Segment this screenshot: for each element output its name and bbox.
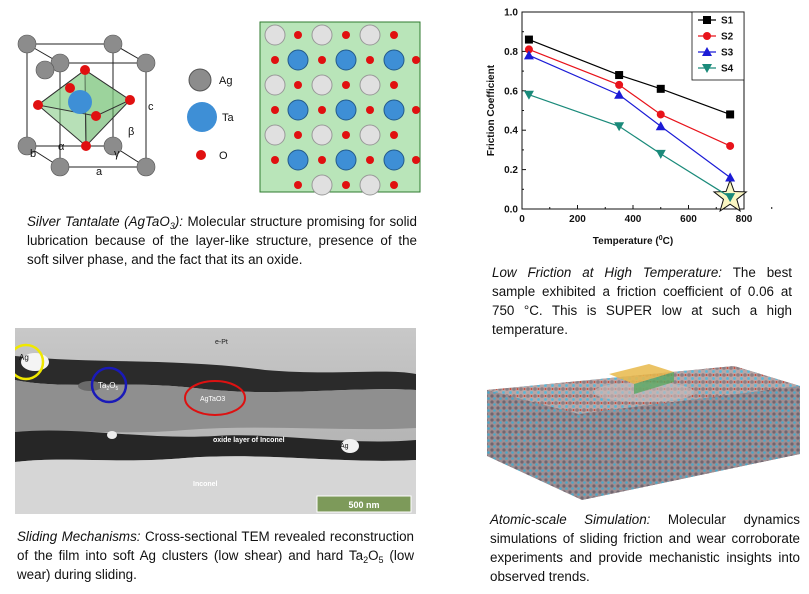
tem-caption-text-end: (low wear) during sliding. bbox=[17, 548, 414, 582]
data-point-s3 bbox=[614, 89, 625, 99]
tem-caption-title: Sliding Mechanisms: bbox=[17, 529, 141, 544]
data-point-s4 bbox=[523, 90, 534, 100]
tem-caption-text: Cross-sectional TEM revealed reconstruct… bbox=[17, 529, 414, 563]
legend-label-s1: S1 bbox=[721, 16, 734, 27]
simulation-caption-title: Atomic-scale Simulation: bbox=[490, 512, 651, 527]
ta-atom bbox=[68, 90, 92, 114]
series-line-s1 bbox=[528, 39, 731, 116]
y-tick-label: 1.0 bbox=[504, 8, 518, 19]
y-tick-label: 0.6 bbox=[504, 86, 518, 97]
tem-label-inconel: Inconel bbox=[193, 481, 218, 488]
friction-caption-title: Low Friction at High Temperature: bbox=[492, 265, 723, 280]
friction-caption: Low Friction at High Temperature: The be… bbox=[492, 263, 792, 339]
scale-bar-label: 500 nm bbox=[348, 500, 379, 510]
data-point-s1 bbox=[524, 35, 533, 44]
data-point-s2 bbox=[615, 80, 624, 89]
structure-caption-text: Molecular structure promising for solid … bbox=[27, 214, 417, 267]
label-gamma: γ bbox=[114, 148, 120, 160]
structure-panel: b a c α β γ Ag Ta O bbox=[0, 0, 430, 205]
data-point-s4 bbox=[725, 193, 736, 203]
data-point-s2 bbox=[524, 45, 533, 54]
x-tick-label: 800 bbox=[736, 214, 753, 225]
simulation-caption: Atomic-scale Simulation: Molecular dynam… bbox=[490, 510, 800, 586]
o-atoms bbox=[33, 65, 135, 151]
atom-legend: Ag Ta O bbox=[187, 68, 235, 162]
label-a: a bbox=[96, 166, 103, 178]
legend-o-label: O bbox=[219, 150, 228, 162]
series-line-s4 bbox=[528, 94, 731, 198]
series-line-s3 bbox=[528, 54, 731, 178]
tip-indenter bbox=[609, 364, 674, 384]
label-b: b bbox=[30, 148, 36, 160]
label-beta: β bbox=[128, 126, 134, 138]
data-point-s3 bbox=[725, 172, 736, 182]
x-tick-label: 0 bbox=[519, 214, 525, 225]
tem-caption: Sliding Mechanisms: Cross-sectional TEM … bbox=[17, 527, 414, 584]
data-point-s4 bbox=[614, 122, 625, 132]
legend-ta-swatch bbox=[187, 102, 217, 132]
series-line-s2 bbox=[528, 48, 731, 147]
simulation-image bbox=[484, 352, 802, 502]
tem-label-ag-right: Ag bbox=[340, 443, 349, 450]
tem-label-oxide: oxide layer of Inconel bbox=[213, 437, 285, 444]
md-simulation-slab bbox=[487, 364, 800, 500]
y-tick-label: 0.8 bbox=[504, 47, 518, 58]
legend-ag-label: Ag bbox=[219, 75, 232, 87]
data-point-s1 bbox=[656, 84, 665, 93]
ta2o5-highlight-circle bbox=[90, 366, 128, 404]
legend-label-s4: S4 bbox=[721, 64, 734, 75]
data-point-s3 bbox=[523, 50, 534, 60]
tem-micrograph: e-Pt Ag Ta2O5 AgTaO3 oxide layer of Inco… bbox=[15, 328, 416, 514]
ag-atoms bbox=[17, 34, 156, 177]
legend-marker-s3 bbox=[702, 47, 712, 56]
x-tick-label: 400 bbox=[625, 214, 642, 225]
tem-caption-ta2o5: Ta2O5 bbox=[348, 548, 384, 565]
tem-image: e-Pt Ag Ta2O5 AgTaO3 oxide layer of Inco… bbox=[15, 328, 416, 514]
x-tick-label: 200 bbox=[569, 214, 586, 225]
legend-marker-s1 bbox=[703, 16, 711, 24]
perovskite-lattice bbox=[259, 21, 421, 196]
data-point-s3 bbox=[655, 121, 666, 131]
scale-bar bbox=[316, 495, 412, 513]
data-point-s1 bbox=[615, 71, 624, 80]
data-point-s4 bbox=[655, 149, 666, 159]
y-tick-label: 0.4 bbox=[504, 126, 518, 137]
x-tick-label: 600 bbox=[680, 214, 697, 225]
label-c: c bbox=[148, 101, 154, 113]
tem-label-ept: e-Pt bbox=[215, 339, 228, 346]
friction-chart-panel: 0.0 0.2 0.4 0.6 0.8 1.0 0 200 400 600 800 Temperatu… bbox=[480, 0, 809, 255]
y-tick-label: 0.2 bbox=[504, 165, 518, 176]
tem-label-ta2o5: Ta2O5 bbox=[98, 381, 118, 392]
tem-label-ag-left: Ag bbox=[19, 353, 29, 362]
tem-label-agtao3: AgTaO3 bbox=[200, 396, 225, 403]
ag-highlight-circle bbox=[15, 343, 45, 381]
legend-marker-s2 bbox=[703, 32, 711, 40]
data-point-s2 bbox=[726, 141, 735, 150]
crystal-structure-figure: b a c α β γ Ag Ta O bbox=[17, 21, 421, 196]
legend-marker-s4 bbox=[702, 64, 712, 73]
chart-legend bbox=[691, 11, 745, 81]
structure-caption: Silver Tantalate (AgTaO3): Molecular str… bbox=[27, 212, 417, 269]
legend-o-swatch bbox=[196, 150, 206, 160]
simulation-caption-text: Molecular dynamics simulations of slidin… bbox=[490, 512, 800, 584]
data-point-s2 bbox=[656, 110, 665, 119]
data-point-s1 bbox=[726, 110, 735, 119]
legend-ta-label: Ta bbox=[222, 112, 235, 124]
legend-label-s3: S3 bbox=[721, 48, 734, 59]
agtao3-highlight-circle bbox=[184, 380, 246, 416]
label-alpha: α bbox=[58, 141, 65, 153]
y-tick-label: 0.0 bbox=[504, 205, 518, 216]
y-axis-title: Friction Coefficient bbox=[486, 64, 497, 156]
tao6-octahedron bbox=[36, 69, 132, 148]
legend-label-s2: S2 bbox=[721, 32, 734, 43]
friction-chart: 0.0 0.2 0.4 0.6 0.8 1.0 0 200 400 600 800 Temperatu… bbox=[486, 8, 773, 247]
friction-caption-text: The best sample exhibited a friction coe… bbox=[492, 265, 792, 337]
legend-ag-swatch bbox=[188, 68, 212, 92]
structure-caption-title: Silver Tantalate (AgTaO3): bbox=[27, 214, 183, 231]
x-axis-title: Temperature (0C) bbox=[593, 235, 673, 247]
